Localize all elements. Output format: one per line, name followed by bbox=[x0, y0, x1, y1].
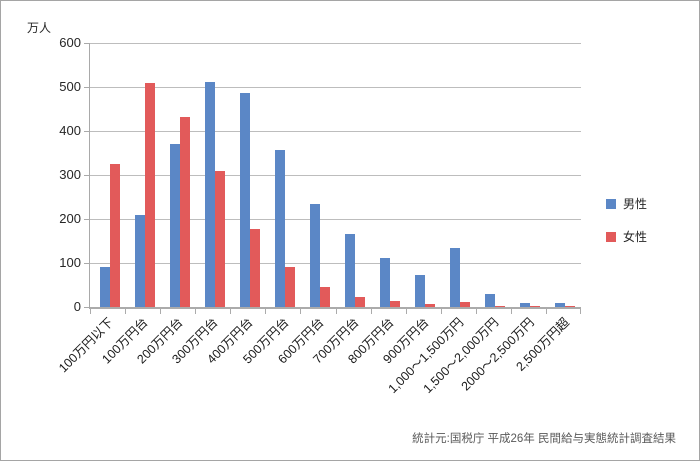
x-axis-tick bbox=[230, 307, 231, 314]
male-series-swatch bbox=[606, 199, 616, 209]
gridline bbox=[90, 263, 581, 264]
y-axis-tick bbox=[84, 307, 89, 308]
female-series-swatch bbox=[606, 232, 616, 242]
y-axis-tick bbox=[84, 175, 89, 176]
gridline bbox=[90, 43, 581, 44]
bar-male bbox=[204, 81, 215, 307]
bar-male bbox=[485, 293, 496, 307]
y-axis-tick bbox=[84, 219, 89, 220]
bar-male bbox=[309, 203, 320, 307]
gridline bbox=[90, 87, 581, 88]
x-axis-tick bbox=[476, 307, 477, 314]
x-axis-tick bbox=[580, 307, 581, 314]
y-axis-label: 400 bbox=[59, 123, 81, 138]
legend: 男性 女性 bbox=[606, 198, 647, 243]
bar-female bbox=[319, 287, 330, 307]
y-axis-label: 100 bbox=[59, 255, 81, 270]
bar-male bbox=[415, 274, 426, 307]
x-axis-tick bbox=[160, 307, 161, 314]
bar-male bbox=[99, 266, 110, 307]
x-axis-tick bbox=[511, 307, 512, 314]
bar-female bbox=[109, 164, 120, 307]
y-axis-label: 200 bbox=[59, 211, 81, 226]
source-note: 統計元:国税庁 平成26年 民間給与実態統計調査結果 bbox=[412, 433, 676, 445]
gridline bbox=[90, 219, 581, 220]
bar-female bbox=[565, 305, 576, 307]
y-axis-tick bbox=[84, 131, 89, 132]
bar-female bbox=[284, 266, 295, 307]
x-axis-tick bbox=[265, 307, 266, 314]
x-axis-label: 100万円以下 bbox=[55, 315, 116, 376]
y-axis-tick bbox=[84, 87, 89, 88]
bar-female bbox=[495, 305, 506, 307]
legend-label-female: 女性 bbox=[623, 230, 648, 244]
y-axis-tick bbox=[84, 43, 89, 44]
plot-area bbox=[89, 43, 581, 314]
bar-female bbox=[530, 306, 541, 307]
bar-female bbox=[179, 117, 190, 307]
x-axis-tick bbox=[336, 307, 337, 314]
x-axis-tick bbox=[195, 307, 196, 314]
bar-female bbox=[144, 82, 155, 307]
y-axis-label: 300 bbox=[59, 167, 81, 182]
x-axis-tick bbox=[125, 307, 126, 314]
y-axis-unit-label: 万人 bbox=[27, 21, 52, 35]
bar-female bbox=[390, 301, 401, 307]
bar-female bbox=[425, 304, 436, 307]
bar-male bbox=[450, 247, 461, 307]
y-axis-label: 600 bbox=[59, 35, 81, 50]
bar-female bbox=[355, 296, 366, 307]
legend-item-female: 女性 bbox=[606, 231, 647, 243]
y-axis-label: 0 bbox=[73, 299, 81, 314]
gridline bbox=[90, 175, 581, 176]
y-axis-label: 500 bbox=[59, 79, 81, 94]
bar-male bbox=[239, 92, 250, 307]
legend-item-male: 男性 bbox=[606, 198, 647, 210]
x-axis-tick bbox=[371, 307, 372, 314]
bar-male bbox=[520, 303, 531, 307]
x-axis-tick bbox=[406, 307, 407, 314]
x-axis-tick bbox=[441, 307, 442, 314]
bar-female bbox=[214, 170, 225, 307]
x-axis-tick bbox=[300, 307, 301, 314]
bar-female bbox=[249, 229, 260, 307]
bar-male bbox=[555, 302, 566, 307]
x-axis-tick bbox=[90, 307, 91, 314]
bar-male bbox=[274, 149, 285, 307]
bar-male bbox=[345, 233, 356, 307]
gridline bbox=[90, 131, 581, 132]
x-axis-tick bbox=[546, 307, 547, 314]
bar-male bbox=[134, 214, 145, 307]
bar-male bbox=[380, 257, 391, 307]
y-axis-tick bbox=[84, 263, 89, 264]
bar-female bbox=[460, 301, 471, 307]
legend-label-male: 男性 bbox=[623, 197, 648, 211]
bar-male bbox=[169, 144, 180, 307]
